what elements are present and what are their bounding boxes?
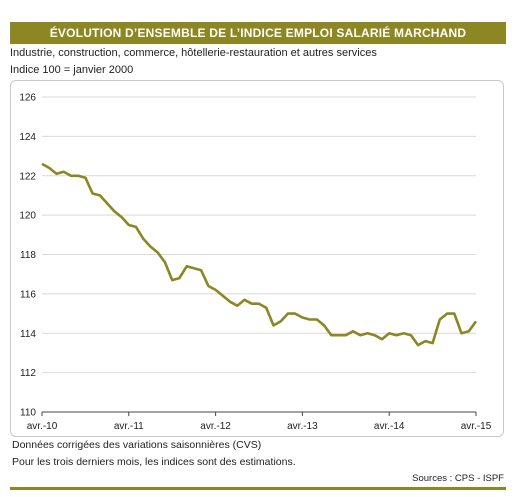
chart-title-bar: ÉVOLUTION D’ENSEMBLE DE L’INDICE EMPLOI … (10, 22, 506, 44)
y-axis-ticks: 110 112 114 116 118 120 122 124 126 (19, 93, 36, 419)
series-line-group (41, 162, 478, 347)
seasonal-adjustment-note: Données corrigées des variations saisonn… (12, 439, 262, 451)
y-tick-label: 120 (19, 211, 36, 222)
x-tick-label: avr.-12 (200, 421, 231, 432)
index-base-note: Indice 100 = janvier 2000 (10, 64, 134, 76)
y-tick-label: 110 (20, 408, 36, 419)
y-tick-label: 124 (19, 132, 36, 143)
x-tick-label: avr.-13 (287, 421, 318, 432)
x-axis-ticks: avr.-10 avr.-11 avr.-12 avr.-13 avr.-14 avr.-… (27, 412, 492, 432)
x-tick-label: avr.-14 (374, 421, 405, 432)
chart-frame (10, 80, 504, 437)
x-tick-label: avr.-15 (461, 421, 492, 432)
y-tick-label: 114 (20, 329, 36, 340)
grid-lines (42, 96, 476, 374)
y-tick-label: 112 (20, 368, 36, 379)
y-tick-label: 126 (19, 93, 36, 104)
y-tick-label: 116 (20, 289, 36, 300)
bottom-rule (10, 487, 506, 490)
x-tick-label: avr.-11 (114, 421, 144, 432)
y-tick-label: 122 (19, 171, 36, 182)
y-tick-label: 118 (20, 250, 36, 261)
sources-label: Sources : CPS - ISPF (412, 473, 504, 484)
chart-title: ÉVOLUTION D’ENSEMBLE DE L’INDICE EMPLOI … (49, 26, 467, 40)
x-tick-label: avr.-10 (27, 421, 58, 432)
estimate-note: Pour les trois derniers mois, les indice… (12, 456, 296, 468)
series-line (41, 162, 478, 347)
chart-subtitle: Industrie, construction, commerce, hôtel… (10, 47, 377, 59)
